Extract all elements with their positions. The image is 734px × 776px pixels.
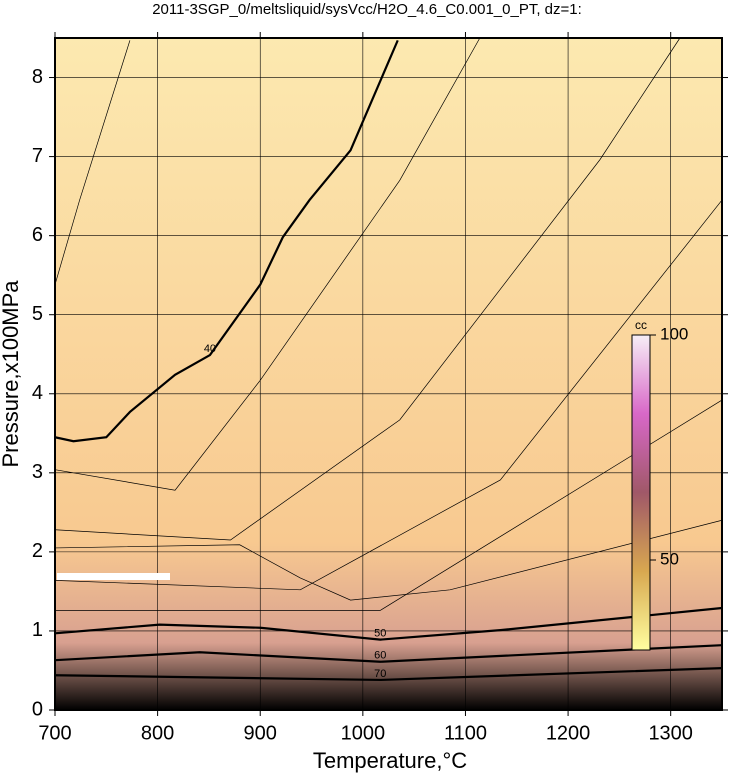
y-tick-label: 1 (32, 619, 43, 641)
contour-line (54, 40, 131, 285)
y-tick-label: 7 (32, 145, 43, 167)
plot-frame (54, 37, 723, 711)
highlight-bar (57, 573, 170, 580)
contour-line (54, 519, 723, 601)
colorbar (631, 334, 651, 651)
x-tick-label: 800 (141, 722, 174, 744)
contour-label: 60 (374, 650, 386, 662)
y-tick-label: 0 (32, 698, 43, 720)
colorbar-label: cc (635, 318, 647, 332)
x-tick-label: 1100 (444, 722, 487, 744)
contour-line (54, 606, 723, 641)
contour-label: 50 (374, 628, 386, 640)
contour-line (54, 644, 723, 663)
contour-label: 70 (374, 668, 386, 680)
plot-background (55, 38, 722, 710)
colorbar-tick-label: 50 (660, 549, 679, 568)
contour-label: 40 (204, 343, 216, 355)
y-tick-label: 3 (32, 461, 43, 483)
contour-line (54, 199, 723, 591)
x-tick-label: 700 (38, 722, 71, 744)
x-axis-label: Temperature,°C (313, 748, 467, 773)
contour-line (54, 666, 723, 682)
x-tick-label: 1300 (648, 722, 693, 744)
y-tick-label: 8 (32, 66, 43, 88)
colorbar-tick-label: 100 (660, 324, 688, 343)
y-axis-label: Pressure,x100MPa (0, 280, 23, 468)
contour-line (55, 399, 723, 611)
x-tick-label: 900 (244, 722, 277, 744)
chart-title: 2011-3SGP_0/meltsliquid/sysVcc/H2O_4.6_C… (152, 1, 582, 18)
contour-line (54, 39, 399, 443)
y-tick-label: 2 (32, 540, 43, 562)
y-tick-label: 5 (32, 303, 43, 325)
x-tick-label: 1200 (546, 722, 591, 744)
y-tick-label: 6 (32, 224, 43, 246)
y-tick-label: 4 (32, 382, 43, 404)
x-tick-label: 1000 (341, 722, 386, 744)
contour-line (54, 37, 481, 491)
contour-line (54, 37, 681, 541)
